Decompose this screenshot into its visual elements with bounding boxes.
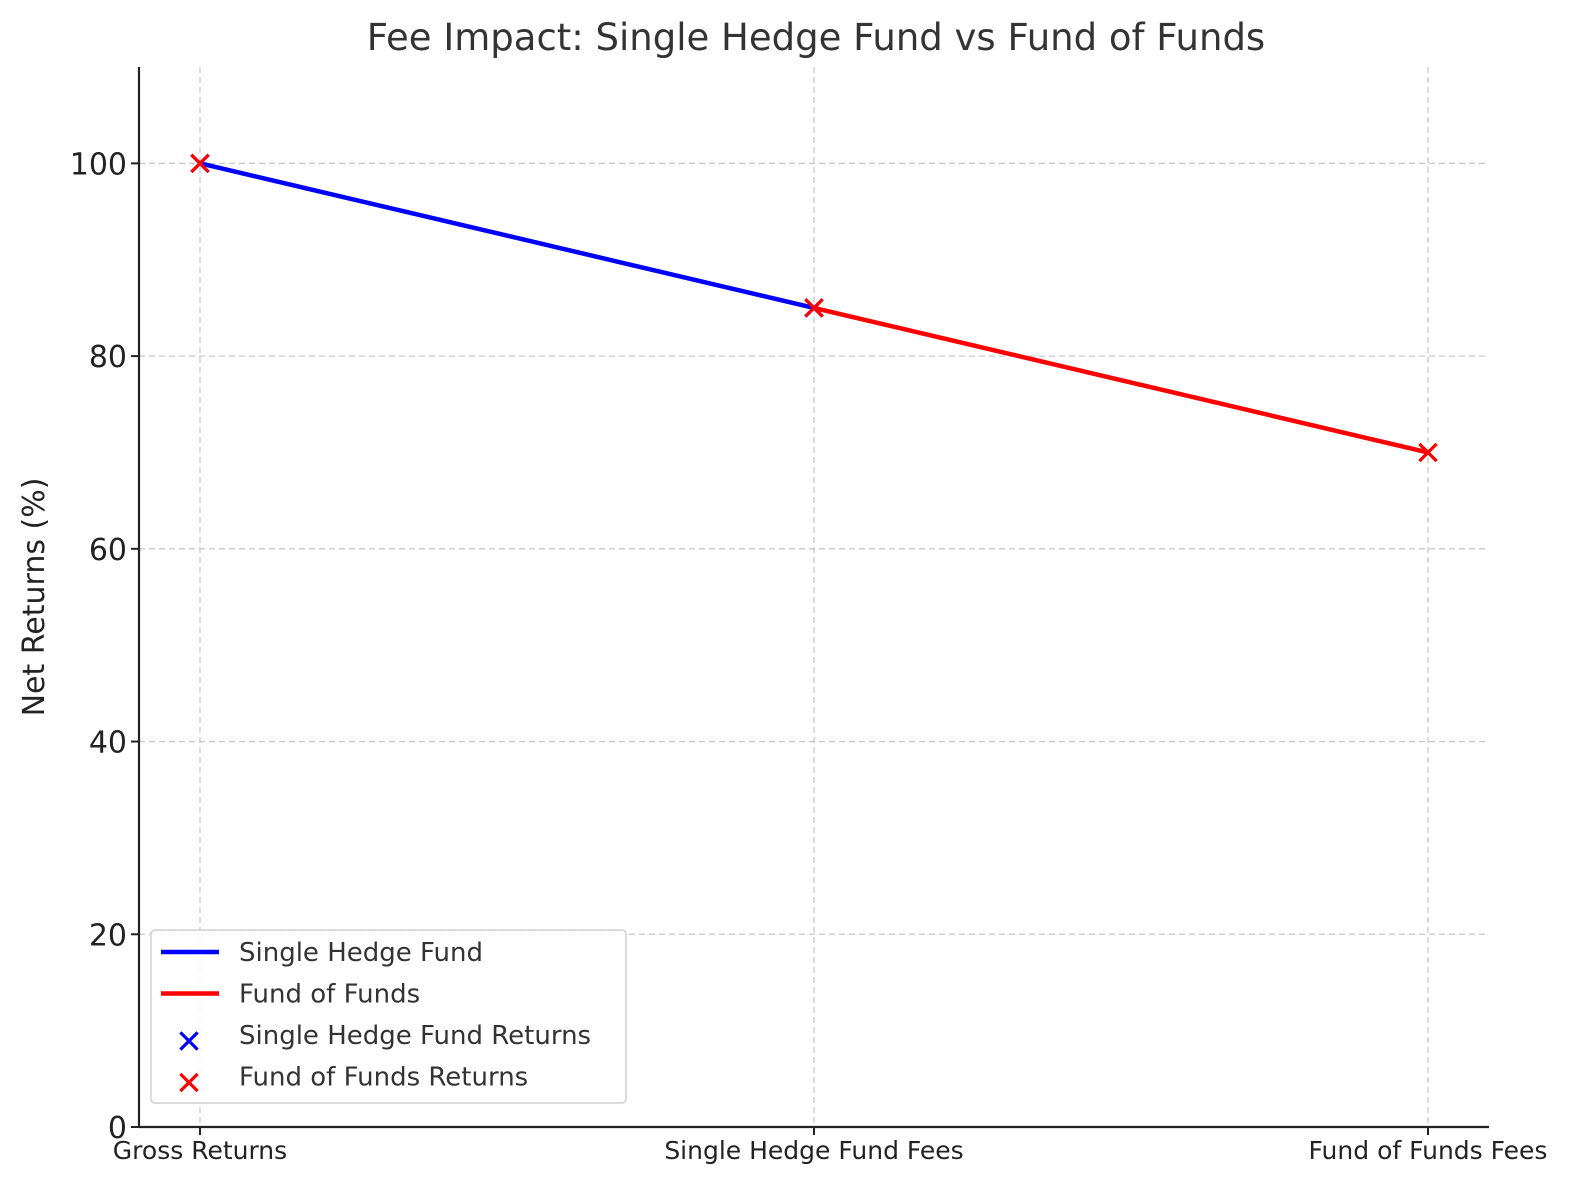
- x-tick-label: Gross Returns: [113, 1136, 287, 1165]
- y-tick-label: 40: [89, 726, 127, 761]
- series-line-1: [813, 305, 1429, 455]
- series-line-0: [199, 161, 815, 311]
- legend-marker-swatch: [179, 1072, 199, 1093]
- chart-title: Fee Impact: Single Hedge Fund vs Fund of…: [367, 16, 1265, 59]
- legend: Single Hedge Fund Fund of Funds Single Hed…: [150, 929, 627, 1104]
- y-tick-label: 20: [89, 918, 127, 953]
- legend-marker-swatch: [179, 1031, 199, 1051]
- legend-entry-label: Single Hedge Fund: [239, 938, 483, 968]
- scatter-point: [190, 153, 210, 174]
- y-tick-label: 100: [70, 147, 127, 182]
- y-tick-label: 80: [89, 340, 127, 375]
- series: [190, 153, 1438, 463]
- x-tick-label: Single Hedge Fund Fees: [664, 1136, 963, 1165]
- legend-box: [150, 929, 627, 1104]
- y-tick-label: 60: [89, 533, 127, 568]
- scatter-point: [804, 298, 824, 318]
- scatter-point: [1418, 442, 1438, 463]
- y-tick-label: 0: [108, 1111, 127, 1146]
- legend-entry-label: Fund of Funds: [239, 980, 420, 1010]
- x-tick-label: Fund of Funds Fees: [1309, 1136, 1548, 1165]
- ticks: 0 20 40 60 80 100 Gross Returns Single Hedge Fu…: [70, 147, 1548, 1165]
- legend-entry-label: Single Hedge Fund Returns: [239, 1021, 591, 1051]
- y-axis-label: Net Returns (%): [17, 478, 52, 717]
- legend-entry-label: Fund of Funds Returns: [239, 1063, 528, 1093]
